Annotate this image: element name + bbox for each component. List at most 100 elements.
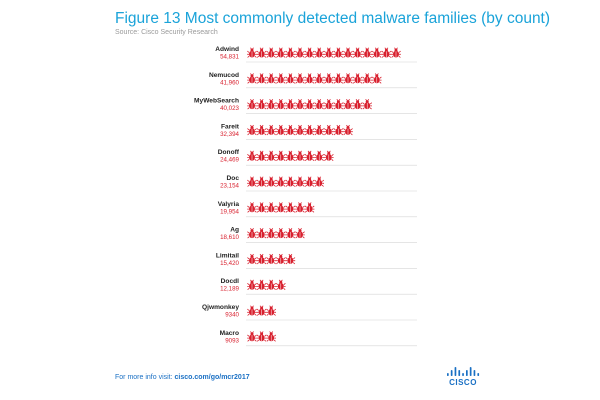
logo-bar — [458, 370, 461, 376]
footer-info: For more info visit: cisco.com/go/mcr201… — [115, 374, 250, 381]
bug-icon — [247, 202, 257, 213]
bug-icon — [266, 150, 277, 162]
category-label: MyWebSearch — [194, 98, 239, 105]
bug-icon — [285, 73, 296, 84]
bug-icon — [266, 253, 277, 265]
bug-icon — [381, 47, 392, 58]
bug-icon — [285, 47, 296, 58]
bug-icon — [295, 150, 305, 162]
bug-icon — [343, 47, 353, 58]
bug-icon — [352, 99, 363, 110]
bug-icon — [256, 124, 267, 136]
category-label: Limitail — [216, 252, 239, 259]
bug-icon — [295, 73, 305, 84]
chart-source: Source: Cisco Security Research — [115, 29, 218, 36]
value-label: 40,023 — [220, 105, 239, 112]
bug-icon — [323, 150, 334, 162]
cisco-logo: CISCO — [443, 365, 483, 389]
bug-icon — [247, 331, 257, 342]
bug-icon — [314, 99, 325, 110]
bug-icon — [304, 99, 315, 110]
bug-icon — [275, 176, 286, 187]
bug-icon — [266, 99, 277, 110]
bug-icon — [247, 228, 257, 239]
bug-icon — [323, 124, 334, 136]
bug-icon — [323, 99, 334, 110]
bug-icon — [314, 176, 325, 187]
logo-bar — [466, 370, 468, 376]
value-label: 41,960 — [220, 79, 239, 86]
bug-icon — [266, 305, 277, 316]
category-label: Adwind — [215, 46, 239, 53]
value-label: 19,954 — [220, 208, 239, 215]
bug-icon — [285, 253, 296, 265]
bug-icon — [275, 47, 286, 58]
bug-icon — [323, 73, 334, 84]
logo-bar — [454, 367, 457, 376]
bug-icon — [371, 73, 382, 84]
bug-icon — [285, 150, 296, 162]
bug-icon — [275, 73, 286, 84]
bug-icon — [256, 228, 267, 239]
bug-icon — [285, 176, 296, 187]
category-label: Docdl — [221, 278, 239, 285]
logo-bar — [473, 370, 476, 376]
bug-icon — [256, 47, 267, 58]
bug-icon — [275, 228, 286, 239]
bug-icon — [266, 47, 277, 58]
bug-icon — [343, 124, 353, 136]
bug-icon — [256, 279, 267, 291]
category-label: Macro — [220, 330, 239, 337]
logo-bar — [477, 373, 480, 376]
bug-icon — [314, 73, 325, 84]
brand-name: CISCO — [449, 378, 477, 387]
category-label: Doc — [227, 175, 240, 182]
bug-icon — [275, 202, 286, 213]
value-label: 24,469 — [220, 157, 239, 164]
bug-icon — [247, 124, 257, 136]
value-label: 12,189 — [220, 286, 239, 293]
bug-icon — [247, 150, 257, 162]
logo-bar — [447, 373, 449, 376]
bug-icon — [304, 73, 315, 84]
bug-icon — [275, 124, 286, 136]
footer-link[interactable]: cisco.com/go/mcr2017 — [174, 374, 250, 381]
bug-icon — [343, 99, 353, 110]
bug-icon — [256, 253, 267, 265]
bug-icon — [285, 99, 296, 110]
bug-icon — [333, 47, 344, 58]
value-label: 15,420 — [220, 260, 239, 267]
bug-icon — [256, 305, 267, 316]
category-label: Valyria — [218, 201, 240, 208]
category-label: Fareit — [221, 123, 240, 130]
category-label: Qjwmonkey — [202, 304, 239, 311]
value-label: 23,154 — [220, 183, 239, 190]
bug-icon — [333, 124, 344, 136]
category-label: Donoff — [218, 149, 240, 156]
bug-icon — [295, 176, 305, 187]
bug-icon — [295, 124, 305, 136]
bug-icon — [304, 202, 315, 213]
bug-icon — [275, 279, 286, 291]
bug-icon — [285, 202, 296, 213]
category-label: Ag — [230, 227, 239, 234]
bug-icon — [285, 228, 296, 239]
bug-icon — [266, 331, 277, 342]
bug-icon — [391, 47, 401, 58]
logo-bar — [462, 373, 464, 376]
bug-icon — [266, 279, 277, 291]
value-label: 9340 — [225, 312, 239, 319]
bug-icon — [323, 47, 334, 58]
bug-icon — [247, 99, 257, 110]
bug-icon — [247, 73, 257, 84]
bug-icon — [247, 253, 257, 265]
